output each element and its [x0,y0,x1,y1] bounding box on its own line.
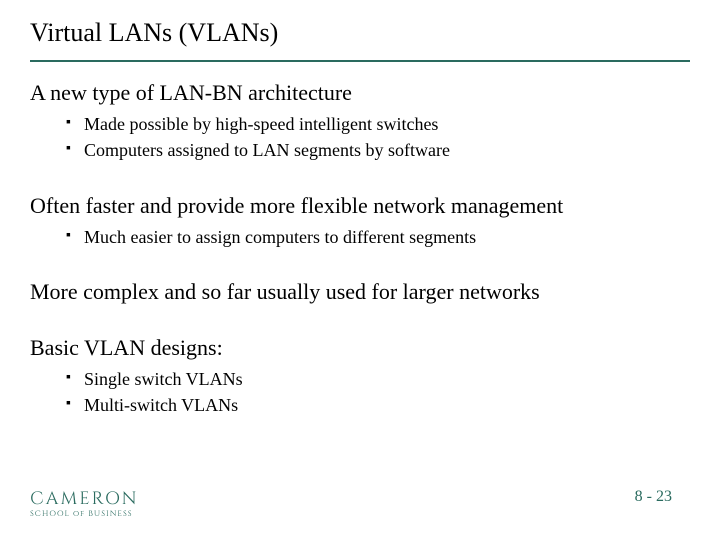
section-heading-2: Often faster and provide more flexible n… [30,193,690,219]
bullet-list-2: Much easier to assign computers to diffe… [66,225,690,249]
page-number: 8 - 23 [635,488,672,506]
footer-logo: CAMERON SCHOOL of BUSINESS [30,490,139,518]
list-item: Single switch VLANs [66,367,690,391]
section-heading-3: More complex and so far usually used for… [30,279,690,305]
footer-subbrand: SCHOOL of BUSINESS [30,510,139,518]
slide: Virtual LANs (VLANs) A new type of LAN-B… [0,0,720,540]
bullet-list-1: Made possible by high-speed intelligent … [66,112,690,163]
footer-brand: CAMERON [30,490,139,508]
title-rule [30,60,690,62]
bullet-list-4: Single switch VLANs Multi-switch VLANs [66,367,690,418]
section-heading-4: Basic VLAN designs: [30,335,690,361]
list-item: Multi-switch VLANs [66,393,690,417]
list-item: Made possible by high-speed intelligent … [66,112,690,136]
list-item: Much easier to assign computers to diffe… [66,225,690,249]
section-heading-1: A new type of LAN-BN architecture [30,80,690,106]
list-item: Computers assigned to LAN segments by so… [66,138,690,162]
slide-title: Virtual LANs (VLANs) [30,18,690,48]
